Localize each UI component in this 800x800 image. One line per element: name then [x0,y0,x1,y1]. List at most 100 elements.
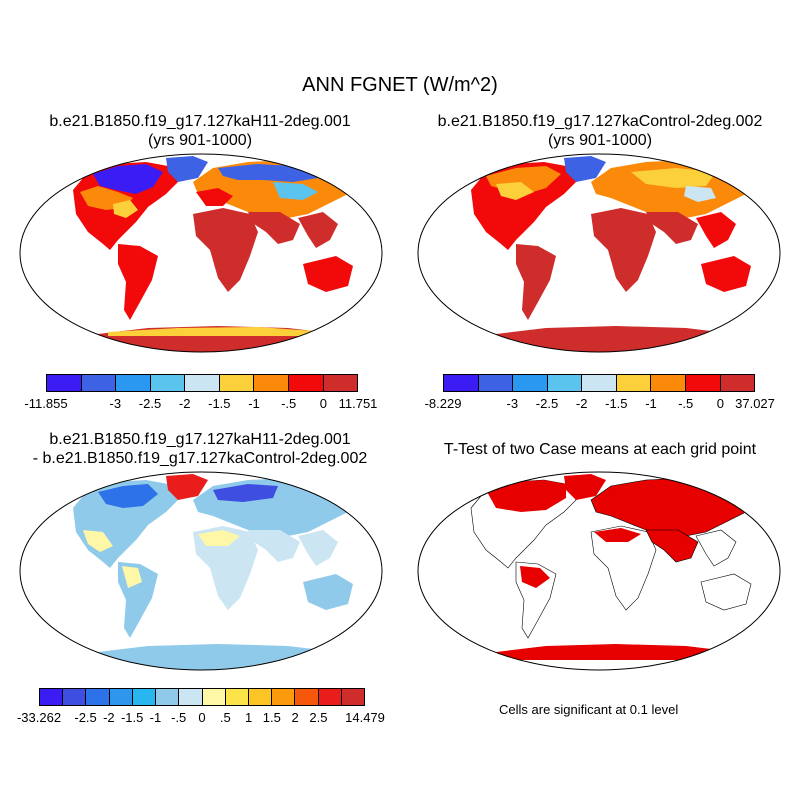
australia [701,256,751,292]
middle-east-india [248,530,300,562]
antarctica-significant [496,644,736,660]
map-outline-ttest [417,471,781,671]
colorbar-label: -.5 [678,396,694,411]
south-east-asia-outline [695,529,737,567]
north-america-yellow [83,530,113,552]
panel1-title-line1: b.e21.B1850.f19_g17.127kaH11-2deg.001 [49,113,351,130]
colorbar-label: 0 [198,710,206,725]
greenland [564,474,606,500]
colorbar-label: -1.5 [605,396,628,411]
greenland [166,156,208,182]
colorbar-box [341,689,365,705]
panel4-title-line1: T-Test of two Case means at each grid po… [443,441,757,458]
colorbar-box [651,375,686,391]
middle-east-outline [645,529,699,563]
eurasia-light [273,182,318,200]
colorbar-control [443,374,755,392]
colorbar-label: -.5 [171,710,187,725]
south-america [516,244,556,320]
middle-east-india [646,212,698,244]
colorbar-box [150,375,186,391]
australia [303,574,353,610]
eurasia-cold [218,164,318,182]
colorbar-label: -8.229 [424,396,462,411]
south-east-asia [298,212,338,248]
eurasia-light [684,186,716,202]
colorbar-label: 11.751 [338,396,378,411]
colorbar-box [156,689,180,705]
map-outline-h11 [19,153,383,353]
colorbar-label: -2 [575,396,588,411]
colorbar-label: 2.5 [309,710,328,725]
colorbar-box [254,375,289,391]
eurasia-cold [213,484,278,502]
colorbar-box [288,375,324,391]
africa [193,208,258,292]
europe-red [196,188,233,206]
colorbar-box [248,689,273,705]
colorbar-label: 0 [319,396,327,411]
map-outline-control [417,153,781,353]
colorbar-label: 1 [244,710,253,725]
colorbar-label: -2.5 [138,396,162,411]
colorbar-box [40,689,64,705]
africa-outline [590,525,657,611]
panel4-title: T-Test of two Case means at each grid po… [400,440,800,459]
greenland [166,474,208,500]
colorbar-label: -2.5 [74,710,97,725]
colorbar-box [132,689,157,705]
colorbar-box [109,689,133,705]
panel3-title-line2: - b.e21.B1850.f19_g17.127kaControl-2deg.… [32,450,368,467]
colorbar-label: 2 [291,710,299,725]
colorbar-label: -3 [109,396,122,411]
map-land-difference [73,474,366,670]
north-america-cold [98,484,158,508]
map-panel-ttest [417,471,781,671]
colorbar-box [185,375,220,391]
colorbar-box [513,375,548,391]
south-east-asia [298,530,338,566]
colorbar-box [202,689,226,705]
significance-note: Cells are significant at 0.1 level [499,702,679,717]
panel1-title-line2: (yrs 901-1000) [147,132,253,149]
colorbar-box [720,375,755,391]
south-america-yellow [122,566,142,588]
colorbar-label: 37.027 [735,396,775,411]
antarctica [98,644,338,670]
colorbar-label: -2.5 [535,396,559,411]
panel3-title-line1: b.e21.B1850.f19_g17.127kaH11-2deg.001 [49,431,351,448]
colorbar-box [225,689,249,705]
colorbar-box [219,375,255,391]
colorbar-label: -.5 [281,396,297,411]
colorbar-label: -1 [645,396,657,411]
colorbar-label: -11.855 [24,396,68,411]
colorbar-box [478,375,514,391]
map-outline-difference [19,471,383,671]
colorbar-box [323,375,358,391]
map-land-ttest [470,474,765,660]
colorbar-box [318,689,342,705]
greenland [564,156,606,182]
north-america-yellow [113,200,138,218]
africa [591,208,656,292]
colorbar-box [63,689,87,705]
colorbar-label: -2 [178,396,191,411]
map-land-control [471,156,764,352]
colorbar-label: -3 [506,396,519,411]
colorbar-box [86,689,110,705]
map-panel-control [417,153,781,353]
colorbar-label: -33.262 [16,710,62,725]
colorbar-h11 [46,374,358,392]
africa [193,526,258,610]
south-east-asia [696,212,736,248]
panel3-title: b.e21.B1850.f19_g17.127kaH11-2deg.001 - … [0,430,400,468]
colorbar-box [582,375,617,391]
colorbar-box [81,375,117,391]
colorbar-box [272,689,296,705]
panel2-title-line1: b.e21.B1850.f19_g17.127kaControl-2deg.00… [437,113,763,130]
australia [303,256,353,292]
colorbar-label: -1 [149,710,162,725]
panel2-title: b.e21.B1850.f19_g17.127kaControl-2deg.00… [400,112,800,150]
colorbar-label: 0 [716,396,724,411]
colorbar-difference [39,688,365,706]
